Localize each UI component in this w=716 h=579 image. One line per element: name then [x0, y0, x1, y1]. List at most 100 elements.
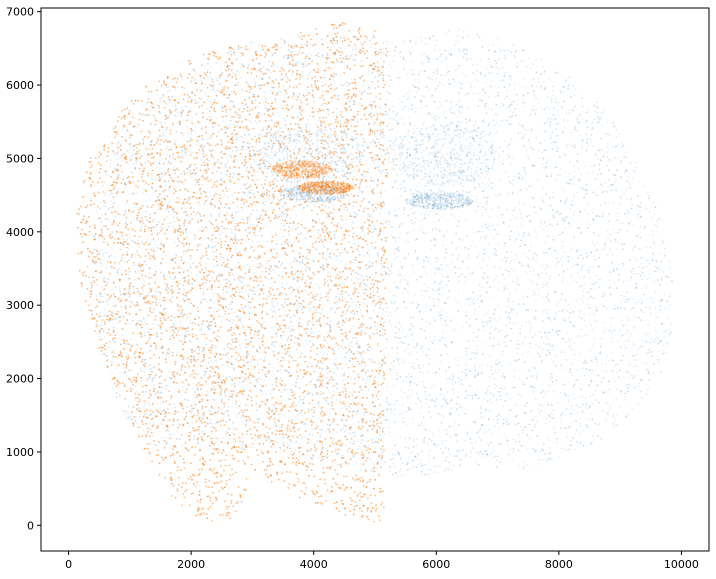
scatter-point — [206, 107, 209, 110]
scatter-point — [642, 256, 645, 259]
scatter-point — [613, 380, 616, 383]
scatter-point — [464, 280, 466, 283]
scatter-point — [608, 279, 611, 281]
scatter-point — [570, 266, 573, 268]
scatter-point — [514, 240, 516, 243]
scatter-point — [451, 468, 453, 471]
scatter-point — [526, 448, 529, 450]
scatter-point — [243, 435, 245, 438]
scatter-point — [485, 203, 488, 206]
scatter-point — [418, 381, 421, 384]
scatter-point — [502, 350, 504, 353]
scatter-point — [465, 350, 467, 353]
scatter-point — [200, 194, 203, 197]
scatter-point — [308, 52, 311, 55]
scatter-point — [386, 177, 389, 180]
scatter-point — [576, 191, 579, 194]
scatter-point — [384, 310, 387, 313]
scatter-point — [267, 368, 270, 371]
scatter-point — [510, 182, 512, 185]
scatter-point — [363, 155, 366, 157]
scatter-point — [199, 85, 201, 88]
scatter-point — [657, 268, 660, 271]
scatter-point — [330, 258, 333, 260]
scatter-point — [579, 186, 582, 189]
scatter-point — [261, 133, 263, 136]
scatter-point — [342, 347, 345, 349]
scatter-point — [409, 302, 412, 305]
scatter-point — [123, 260, 126, 263]
scatter-point — [289, 302, 292, 304]
scatter-point — [211, 238, 214, 241]
scatter-point — [571, 131, 573, 134]
scatter-point — [434, 48, 436, 51]
scatter-point — [488, 95, 491, 98]
scatter-point — [204, 92, 207, 95]
scatter-point — [434, 118, 437, 121]
scatter-point — [556, 256, 558, 259]
scatter-point — [412, 438, 414, 441]
scatter-point — [133, 351, 136, 354]
scatter-point — [573, 175, 576, 178]
scatter-point — [365, 143, 368, 146]
scatter-point — [401, 328, 404, 331]
scatter-point — [140, 240, 143, 243]
scatter-point — [480, 237, 483, 239]
scatter-point — [404, 278, 406, 281]
scatter-point — [293, 58, 296, 61]
scatter-point — [232, 311, 235, 314]
scatter-point — [236, 136, 239, 139]
scatter-point — [540, 331, 542, 334]
scatter-point — [439, 101, 441, 103]
scatter-point — [336, 108, 338, 111]
scatter-point — [318, 218, 321, 221]
scatter-point — [258, 351, 260, 354]
scatter-point — [240, 347, 242, 349]
scatter-point — [389, 50, 391, 53]
scatter-point — [387, 341, 389, 343]
scatter-point — [507, 305, 509, 307]
scatter-point — [400, 117, 403, 120]
scatter-point — [382, 42, 385, 45]
scatter-point — [480, 74, 482, 76]
scatter-point — [338, 61, 341, 64]
scatter-point — [100, 321, 103, 324]
scatter-point — [242, 355, 245, 358]
scatter-point — [550, 413, 553, 415]
scatter-point — [586, 253, 589, 255]
scatter-point — [607, 146, 609, 149]
scatter-point — [633, 273, 635, 275]
scatter-point — [104, 212, 106, 215]
scatter-point — [281, 423, 284, 426]
scatter-point — [129, 156, 132, 158]
scatter-point — [583, 287, 585, 290]
scatter-point — [219, 234, 222, 237]
scatter-point — [414, 188, 417, 191]
scatter-point — [130, 338, 133, 340]
scatter-point — [545, 332, 547, 335]
scatter-point — [456, 267, 459, 270]
scatter-point — [101, 285, 103, 288]
scatter-point — [494, 307, 497, 310]
scatter-point — [388, 213, 391, 216]
scatter-point — [257, 106, 260, 109]
scatter-point — [515, 217, 518, 220]
scatter-point — [465, 363, 468, 366]
scatter-point — [512, 451, 515, 453]
scatter-point — [550, 141, 552, 144]
scatter-point — [529, 370, 532, 373]
scatter-point — [613, 418, 616, 420]
scatter-point — [491, 71, 493, 74]
scatter-point — [533, 197, 536, 200]
scatter-point — [597, 173, 599, 176]
scatter-point — [344, 297, 347, 300]
scatter-point — [110, 209, 112, 212]
scatter-point — [321, 444, 324, 447]
scatter-point — [662, 271, 664, 274]
scatter-point — [530, 245, 532, 248]
scatter-point — [340, 373, 343, 376]
scatter-point — [370, 359, 373, 362]
scatter-point — [438, 195, 441, 197]
scatter-point — [259, 265, 262, 268]
scatter-point — [269, 392, 272, 395]
